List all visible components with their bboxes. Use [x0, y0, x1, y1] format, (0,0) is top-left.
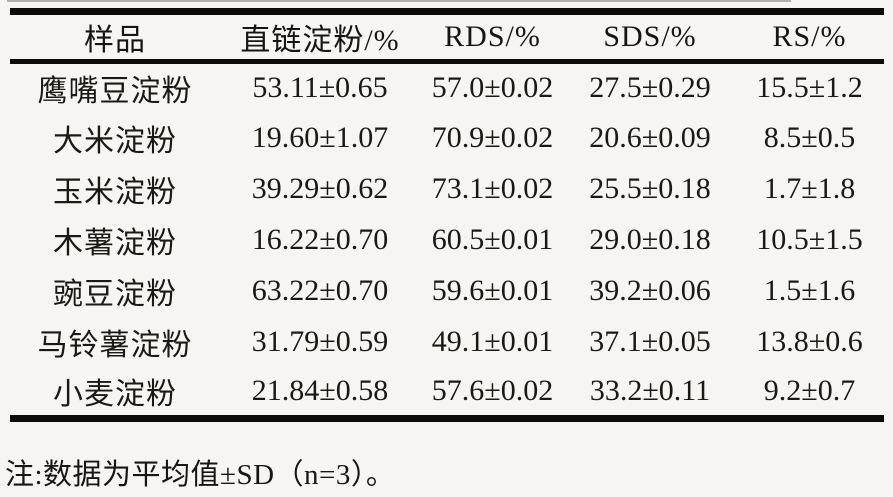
rs-value: 1.5±1.6 [763, 274, 856, 307]
table-row-cassava: 木薯淀粉 16.22±0.70 60.5±0.01 29.0±0.18 10.5… [10, 215, 884, 266]
table-row-chickpea: 鹰嘴豆淀粉 53.11±0.65 57.0±0.02 27.5±0.29 15.… [10, 62, 884, 113]
amylose-value: 63.22±0.70 [251, 274, 389, 307]
amylose-value: 31.79±0.59 [251, 325, 389, 358]
rds-value: 59.6±0.01 [431, 274, 554, 307]
amylose-value: 21.84±0.58 [251, 374, 389, 408]
table-row-rice: 大米淀粉 19.60±1.07 70.9±0.02 20.6±0.09 8.5±… [10, 113, 884, 164]
rs-value: 9.2±0.7 [763, 374, 856, 408]
rs-value: 13.8±0.6 [756, 325, 863, 358]
sds-value: 25.5±0.18 [589, 172, 711, 205]
sample-name: 豌豆淀粉 [53, 278, 177, 311]
table-row-corn: 玉米淀粉 39.29±0.62 73.1±0.02 25.5±0.18 1.7±… [10, 164, 884, 215]
rds-value: 57.6±0.02 [431, 374, 554, 408]
amylose-value: 53.11±0.65 [252, 71, 388, 105]
rds-value: 73.1±0.02 [431, 172, 554, 205]
sample-name: 小麦淀粉 [53, 378, 177, 412]
amylose-value: 39.29±0.62 [251, 172, 389, 205]
rds-value: 49.1±0.01 [431, 325, 554, 358]
col-header-sample: 样品 [10, 11, 220, 64]
rs-value: 10.5±1.5 [756, 223, 863, 256]
col-header-amylose: 直链淀粉/% [220, 11, 420, 64]
rds-value: 70.9±0.02 [431, 121, 554, 154]
table-header: 样品 直链淀粉/% RDS/% SDS/% RS/% [10, 11, 884, 64]
amylose-value: 16.22±0.70 [251, 223, 389, 256]
sample-name: 马铃薯淀粉 [37, 329, 193, 362]
table-footnote: 注:数据为平均值±SD（n=3）。 [5, 459, 396, 491]
sds-value: 33.2±0.11 [589, 374, 711, 408]
sds-value: 27.5±0.29 [589, 71, 711, 105]
scan-artifact-line [7, 0, 791, 2]
col-header-sds: SDS/% [565, 11, 735, 64]
rds-value: 57.0±0.02 [431, 71, 554, 105]
sample-name: 玉米淀粉 [53, 176, 177, 209]
table-body: 鹰嘴豆淀粉 53.11±0.65 57.0±0.02 27.5±0.29 15.… [10, 62, 884, 419]
sample-name: 大米淀粉 [53, 125, 177, 158]
rs-value: 8.5±0.5 [763, 121, 856, 154]
col-header-rds: RDS/% [420, 11, 565, 64]
rds-value: 60.5±0.01 [431, 223, 554, 256]
col-header-rs: RS/% [735, 11, 884, 64]
sds-value: 39.2±0.06 [589, 274, 711, 307]
starch-properties-table-wrap: 样品 直链淀粉/% RDS/% SDS/% RS/% 鹰嘴豆淀粉 53.11±0… [10, 8, 884, 422]
sample-name: 鹰嘴豆淀粉 [37, 75, 193, 109]
rs-value: 15.5±1.2 [756, 71, 863, 105]
table-row-potato: 马铃薯淀粉 31.79±0.59 49.1±0.01 37.1±0.05 13.… [10, 317, 884, 368]
table-row-wheat: 小麦淀粉 21.84±0.58 57.6±0.02 33.2±0.11 9.2±… [10, 368, 884, 419]
sample-name: 木薯淀粉 [53, 227, 177, 260]
starch-properties-table: 样品 直链淀粉/% RDS/% SDS/% RS/% 鹰嘴豆淀粉 53.11±0… [10, 8, 884, 422]
sds-value: 37.1±0.05 [589, 325, 711, 358]
sds-value: 20.6±0.09 [589, 121, 711, 154]
sds-value: 29.0±0.18 [589, 223, 711, 256]
amylose-value: 19.60±1.07 [251, 121, 389, 154]
header-row: 样品 直链淀粉/% RDS/% SDS/% RS/% [10, 11, 884, 64]
table-row-pea: 豌豆淀粉 63.22±0.70 59.6±0.01 39.2±0.06 1.5±… [10, 266, 884, 317]
rs-value: 1.7±1.8 [763, 172, 856, 205]
